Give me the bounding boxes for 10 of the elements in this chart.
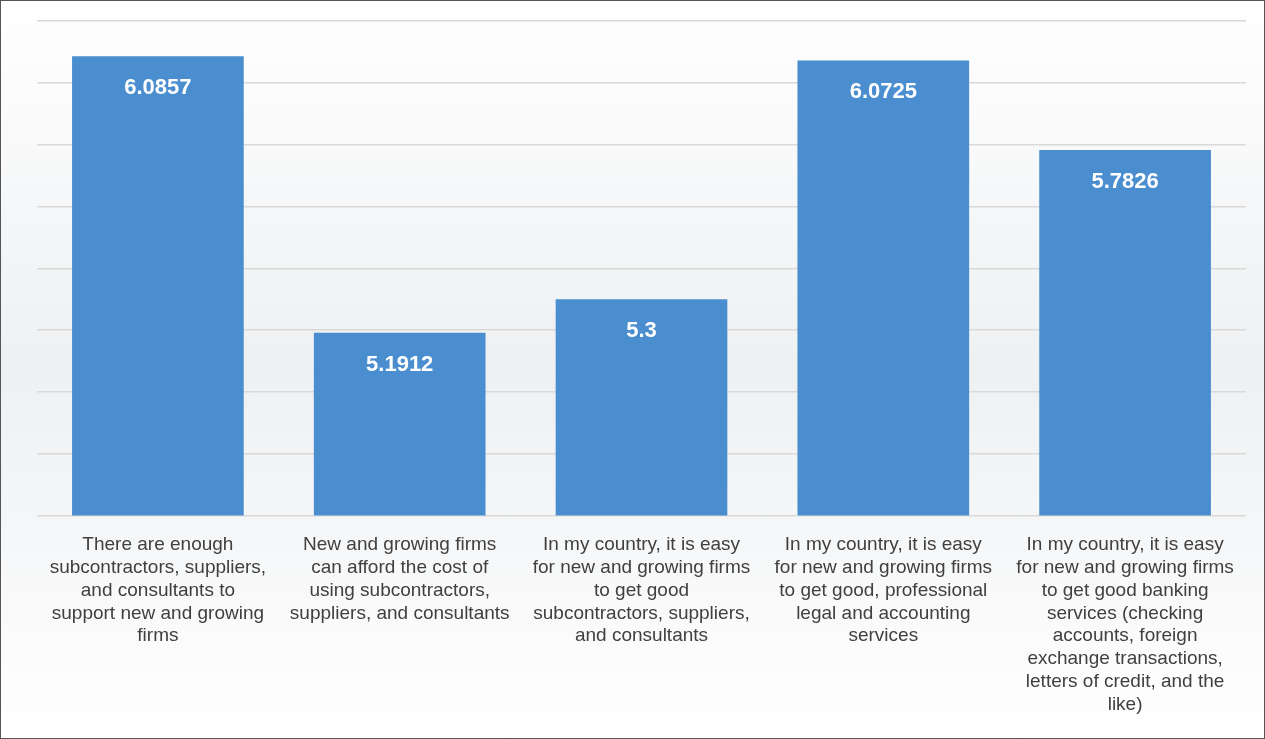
data-label: 5.1912 — [366, 350, 434, 376]
x-tick-label: New and growing firms can afford the cost of using subcontractors, suppliers, and consultants — [289, 533, 510, 623]
data-label: 6.0857 — [124, 74, 192, 100]
x-tick-label: In my country, it is easy for new and growing firms to get good subcontractors, suppliers, and consultants — [532, 533, 751, 646]
data-label: 6.0725 — [849, 78, 917, 104]
data-label: 5.3 — [626, 317, 657, 343]
x-tick-label: In my country, it is easy for new and growing firms to get good, professional legal and accounting services — [774, 533, 993, 646]
x-tick-label: There are enough subcontractors, suppliers, and consultants to support new and growing firms — [49, 533, 267, 646]
x-tick-label: In my country, it is easy for new and growing firms to get good banking services (checking accounts, foreign exchange transactions, letters of credit, and the like) — [1016, 533, 1234, 714]
data-label: 5.7826 — [1091, 168, 1159, 194]
